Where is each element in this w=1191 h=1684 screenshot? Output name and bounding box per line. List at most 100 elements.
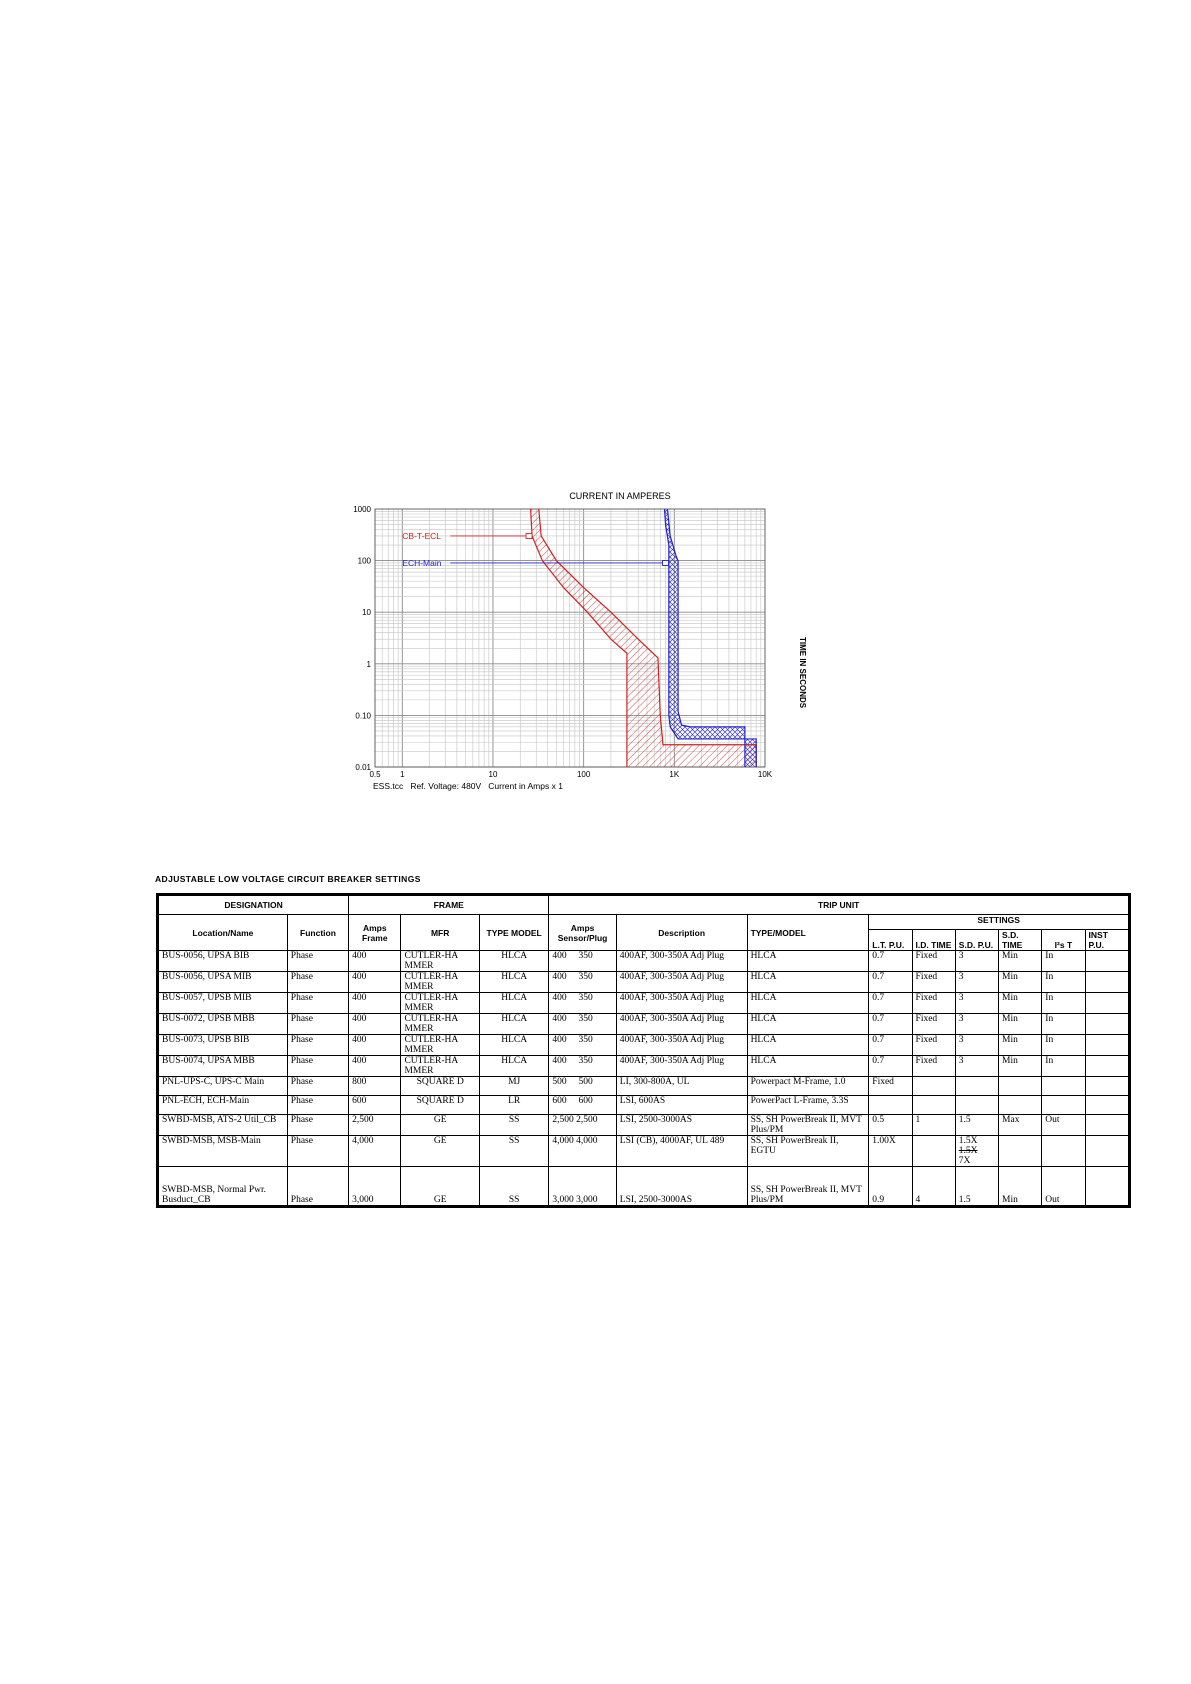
cell-inst-pu — [1084, 1034, 1131, 1056]
cell-sd-pu — [954, 1076, 1000, 1096]
cell-sd-time: Min — [998, 1013, 1043, 1035]
cell-type-model: HLCA — [478, 992, 550, 1014]
chart-footer: ESS.tcc Ref. Voltage: 480V Current in Am… — [373, 781, 563, 791]
cell-type-model: HLCA — [478, 1034, 550, 1056]
cell-lt-pu: 0.7 — [868, 992, 913, 1014]
cell-function: Phase — [286, 992, 350, 1014]
cell-sd-pu: 3 — [954, 992, 1000, 1014]
cell-sensor: 400 — [552, 951, 567, 962]
cell-sd-pu: 1.5 — [954, 1166, 1000, 1207]
cell-sd-time: Min — [998, 1166, 1043, 1207]
cell-description: 400AF, 300-350A Adj Plug — [615, 1013, 748, 1035]
cell-sensor-plug: 400 350 — [548, 1013, 617, 1035]
sd-pu-value-3: 7X — [958, 1156, 971, 1166]
cell-type-model: SS — [478, 1135, 550, 1167]
cell-lt-pu: 0.9 — [868, 1166, 913, 1207]
cell-i2t: Out — [1041, 1166, 1086, 1207]
header-inst-pu: INST P.U. — [1084, 929, 1131, 951]
cell-sensor-plug: 500 500 — [548, 1076, 617, 1096]
breaker-settings-table: DESIGNATION FRAME TRIP UNIT Location/Nam… — [156, 893, 1131, 1208]
cell-inst-pu — [1084, 1166, 1131, 1207]
cell-i2t — [1041, 1135, 1086, 1167]
group-settings: SETTINGS — [868, 914, 1130, 930]
cell-location: BUS-0072, UPSB MBB — [157, 1013, 288, 1035]
series-label: CB-T-ECL — [402, 531, 441, 541]
cell-function: Phase — [286, 1055, 350, 1077]
cell-function: Phase — [286, 971, 350, 993]
cell-type-model: HLCA — [478, 971, 550, 993]
cell-ld-time: Fixed — [911, 992, 956, 1014]
cell-plug: 350 — [578, 1035, 593, 1046]
cell-sensor-plug: 3,000 3,000 — [548, 1166, 617, 1207]
cell-mfr: CUTLER-HA MMER — [400, 1034, 480, 1056]
cell-function: Phase — [286, 1076, 350, 1096]
cell-sensor: 400 — [552, 1014, 567, 1025]
cell-tu-type-model: HLCA — [746, 950, 870, 972]
cell-sensor-plug: 400 350 — [548, 950, 617, 972]
table-row: SWBD-MSB, ATS-2 Util_CB Phase 2,500 GE S… — [157, 1114, 1131, 1136]
cell-sensor: 400 — [552, 972, 567, 983]
cell-amps-frame: 400 — [348, 992, 402, 1014]
cell-inst-pu — [1084, 1135, 1131, 1167]
cell-type-model: HLCA — [478, 950, 550, 972]
header-mfr: MFR — [400, 914, 480, 951]
y-axis-label: TIME IN SECONDS — [798, 637, 807, 709]
cell-inst-pu — [1084, 950, 1131, 972]
cell-type-model: MJ — [478, 1076, 550, 1096]
cell-description: LSI, 600AS — [615, 1095, 748, 1115]
cell-type-model: LR — [478, 1095, 550, 1115]
table-row: SWBD-MSB, MSB-Main Phase 4,000 GE SS 4,0… — [157, 1135, 1131, 1167]
y-tick-labels: 1000 100 10 1 0.10 0.01 — [353, 505, 371, 772]
y-tick-label: 1 — [367, 660, 372, 669]
series-marker — [525, 533, 533, 539]
x-tick-label: 10K — [758, 770, 773, 779]
cell-function: Phase — [286, 1114, 350, 1136]
header-lt-pu: L.T. P.U. — [868, 929, 913, 951]
cell-type-model: HLCA — [478, 1055, 550, 1077]
cell-sensor: 3,000 — [552, 1195, 574, 1205]
cell-function: Phase — [286, 1095, 350, 1115]
cell-tu-type-model: PowerPact L-Frame, 3.3S — [746, 1095, 870, 1115]
cell-mfr: SQUARE D — [400, 1076, 480, 1096]
cell-function: Phase — [286, 1034, 350, 1056]
cell-sd-time — [998, 1135, 1043, 1167]
cell-type-model: SS — [478, 1114, 550, 1136]
cell-type-model: HLCA — [478, 1013, 550, 1035]
table-row: BUS-0072, UPSB MBB Phase 400 CUTLER-HA M… — [157, 1013, 1131, 1035]
cell-tu-type-model: Powerpact M-Frame, 1.0 — [746, 1076, 870, 1096]
cell-sensor: 400 — [552, 993, 567, 1004]
cell-sd-pu: 3 — [954, 971, 1000, 993]
cell-sd-pu: 1.5 — [954, 1114, 1000, 1136]
cell-i2t: In — [1041, 950, 1086, 972]
cell-amps-frame: 400 — [348, 971, 402, 993]
cell-mfr: GE — [400, 1114, 480, 1136]
cell-lt-pu: Fixed — [868, 1076, 913, 1096]
chart-title: CURRENT IN AMPERES — [569, 491, 670, 501]
cell-mfr: CUTLER-HA MMER — [400, 992, 480, 1014]
sd-pu-value: 1.5X — [958, 1136, 978, 1147]
cell-description: LSI, 2500-3000AS — [615, 1166, 748, 1207]
cell-location: BUS-0073, UPSB BIB — [157, 1034, 288, 1056]
cell-mfr: CUTLER-HA MMER — [400, 1055, 480, 1077]
x-tick-label: 10 — [489, 770, 498, 779]
cell-sd-time: Min — [998, 1034, 1043, 1056]
cell-sd-pu: 3 — [954, 1034, 1000, 1056]
cell-i2t: In — [1041, 1034, 1086, 1056]
cell-lt-pu: 0.7 — [868, 1055, 913, 1077]
cell-lt-pu: 1.00X — [868, 1135, 913, 1167]
chart-grid — [374, 508, 766, 768]
cell-mfr: CUTLER-HA MMER — [400, 971, 480, 993]
cell-amps-frame: 800 — [348, 1076, 402, 1096]
cell-description: LSI (CB), 4000AF, UL 489 — [615, 1135, 748, 1167]
cell-location: BUS-0056, UPSA MIB — [157, 971, 288, 993]
cell-function: Phase — [286, 950, 350, 972]
cell-ld-time — [911, 1135, 956, 1167]
cell-type-model: SS — [478, 1166, 550, 1207]
cell-description: 400AF, 300-350A Adj Plug — [615, 992, 748, 1014]
cell-ld-time: 4 — [911, 1166, 956, 1207]
cell-inst-pu — [1084, 1114, 1131, 1136]
cell-sensor: 400 — [552, 1035, 567, 1046]
header-amps-sensor: Amps Sensor/Plug — [548, 914, 617, 951]
cell-ld-time: Fixed — [911, 971, 956, 993]
series-label: ECH-Main — [402, 558, 441, 568]
